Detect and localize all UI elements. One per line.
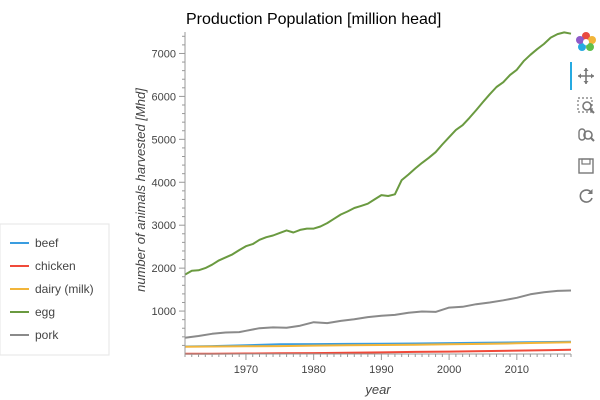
y-tick-label: 7000 [152,48,176,60]
chart-title: Production Population [million head] [186,11,441,28]
plot-background [185,32,571,354]
save-icon[interactable] [574,154,598,178]
x-tick-label: 2010 [505,364,529,376]
legend-label: chicken [35,259,76,273]
x-axis-label: year [364,382,391,397]
y-tick-label: 1000 [152,306,176,318]
legend-item[interactable]: dairy (milk) [10,282,94,296]
reset-icon[interactable] [574,184,598,208]
legend-item[interactable]: pork [10,328,59,342]
legend-label: beef [35,236,59,250]
legend-item[interactable]: chicken [10,259,76,273]
active-tool-indicator [570,62,572,90]
legend-item[interactable]: beef [10,236,59,250]
legend-item[interactable]: egg [10,305,55,319]
legend-label: pork [35,328,59,342]
plot-area: 1970 1980 1990 2000 2010 1000 2000 3000 4000 500… [133,31,572,397]
y-tick-label: 4000 [152,177,176,189]
chart-toolbar [570,28,600,208]
series-line-dairy-milk [184,341,572,348]
y-tick-label: 6000 [152,91,176,103]
y-tick-label: 2000 [152,263,176,275]
y-axis: 1000 2000 3000 4000 5000 6000 7000 [152,32,186,354]
bokeh-logo-icon [574,30,598,54]
x-tick-label: 1990 [369,364,393,376]
legend-label: dairy (milk) [35,282,94,296]
y-tick-label: 5000 [152,134,176,146]
x-axis: 1970 1980 1990 2000 2010 [184,353,572,376]
legend-label: egg [35,305,55,319]
y-axis-label: number of animals harvested [Mhd] [133,88,148,292]
y-tick-label: 3000 [152,220,176,232]
x-tick-label: 2000 [437,364,461,376]
pan-icon[interactable] [574,64,598,88]
legend-items: beef chicken dairy (milk) egg pork [10,236,94,342]
box-zoom-icon[interactable] [574,94,598,118]
x-tick-label: 1970 [234,364,258,376]
legend: beef chicken dairy (milk) egg pork [0,223,110,356]
wheel-zoom-icon[interactable] [574,124,598,148]
series-line-egg [184,31,572,276]
x-tick-label: 1980 [301,364,325,376]
series-layer [184,31,572,355]
series-line-pork [184,289,572,339]
